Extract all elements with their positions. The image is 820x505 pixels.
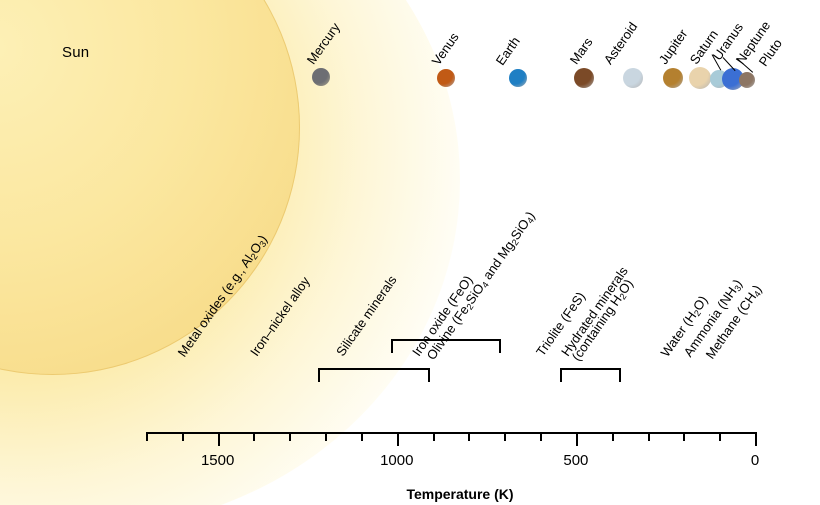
axis-tick-label: 0 bbox=[750, 452, 760, 469]
material-label: Iron–nickel alloy bbox=[247, 273, 313, 359]
axis-title: Temperature (K) bbox=[406, 486, 514, 502]
planet-venus bbox=[437, 69, 455, 87]
axis-tick-major bbox=[396, 432, 399, 446]
axis-tick-major bbox=[755, 432, 757, 446]
sun-disc bbox=[0, 0, 300, 375]
olivine-bracket bbox=[391, 339, 501, 353]
axis-tick-major bbox=[575, 432, 578, 446]
axis-tick-minor bbox=[611, 432, 614, 441]
axis-tick-minor bbox=[146, 432, 148, 441]
axis-tick-label: 1000 bbox=[380, 452, 414, 469]
planet-earth bbox=[509, 69, 527, 87]
axis-tick-minor bbox=[360, 432, 363, 441]
axis-tick-label: 500 bbox=[563, 452, 589, 469]
axis-tick-minor bbox=[289, 432, 292, 441]
planet-label-mars: Mars bbox=[566, 34, 596, 67]
planet-saturn bbox=[689, 67, 711, 89]
planet-asteroid bbox=[623, 68, 643, 88]
sun-label: Sun bbox=[62, 44, 90, 61]
axis-tick-minor bbox=[432, 432, 435, 441]
material-label: Silicate minerals bbox=[333, 272, 400, 359]
axis-tick-minor bbox=[253, 432, 256, 441]
planet-label-jupiter: Jupiter bbox=[655, 26, 691, 67]
axis-tick-minor bbox=[468, 432, 471, 441]
planet-label-mercury: Mercury bbox=[303, 19, 343, 67]
planet-pluto bbox=[739, 72, 755, 88]
axis-tick-major bbox=[217, 432, 220, 446]
planet-label-earth: Earth bbox=[492, 33, 523, 68]
axis-tick-minor bbox=[181, 432, 184, 441]
axis-tick-minor bbox=[647, 432, 650, 441]
planet-label-venus: Venus bbox=[428, 29, 462, 69]
planet-label-asteroid: Asteroid bbox=[600, 19, 641, 67]
axis-baseline bbox=[146, 432, 755, 434]
axis-tick-minor bbox=[719, 432, 722, 441]
planet-neptune bbox=[722, 68, 744, 90]
planet-mars bbox=[574, 68, 594, 88]
axis-tick-minor bbox=[325, 432, 328, 441]
planet-jupiter bbox=[663, 68, 683, 88]
hydrated-bracket bbox=[560, 368, 621, 382]
planet-mercury bbox=[312, 68, 330, 86]
silicate-bracket bbox=[318, 368, 430, 382]
axis-tick-label: 1500 bbox=[200, 452, 235, 469]
axis-tick-minor bbox=[504, 432, 507, 441]
axis-tick-minor bbox=[683, 432, 686, 441]
axis-tick-minor bbox=[540, 432, 543, 441]
